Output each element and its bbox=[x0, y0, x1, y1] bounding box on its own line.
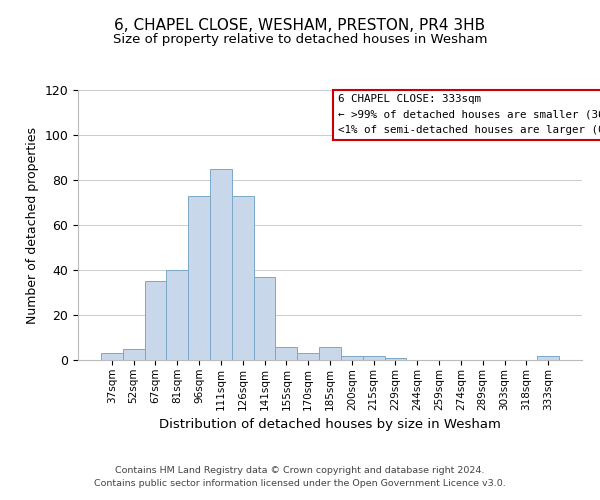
Bar bbox=[341, 356, 363, 360]
Text: 6, CHAPEL CLOSE, WESHAM, PRESTON, PR4 3HB: 6, CHAPEL CLOSE, WESHAM, PRESTON, PR4 3H… bbox=[115, 18, 485, 32]
Bar bbox=[254, 277, 275, 360]
Bar bbox=[101, 353, 123, 360]
Y-axis label: Number of detached properties: Number of detached properties bbox=[26, 126, 39, 324]
Bar bbox=[275, 346, 297, 360]
Bar bbox=[166, 270, 188, 360]
Bar bbox=[319, 346, 341, 360]
Bar bbox=[188, 196, 210, 360]
Bar bbox=[232, 196, 254, 360]
Bar bbox=[537, 356, 559, 360]
Bar bbox=[210, 169, 232, 360]
Bar bbox=[385, 358, 406, 360]
X-axis label: Distribution of detached houses by size in Wesham: Distribution of detached houses by size … bbox=[159, 418, 501, 431]
Bar bbox=[363, 356, 385, 360]
Text: Size of property relative to detached houses in Wesham: Size of property relative to detached ho… bbox=[113, 32, 487, 46]
Bar bbox=[145, 281, 166, 360]
Text: 6 CHAPEL CLOSE: 333sqm
← >99% of detached houses are smaller (369)
<1% of semi-d: 6 CHAPEL CLOSE: 333sqm ← >99% of detache… bbox=[338, 94, 600, 135]
Bar bbox=[297, 353, 319, 360]
Text: Contains HM Land Registry data © Crown copyright and database right 2024.
Contai: Contains HM Land Registry data © Crown c… bbox=[94, 466, 506, 487]
Bar bbox=[123, 349, 145, 360]
